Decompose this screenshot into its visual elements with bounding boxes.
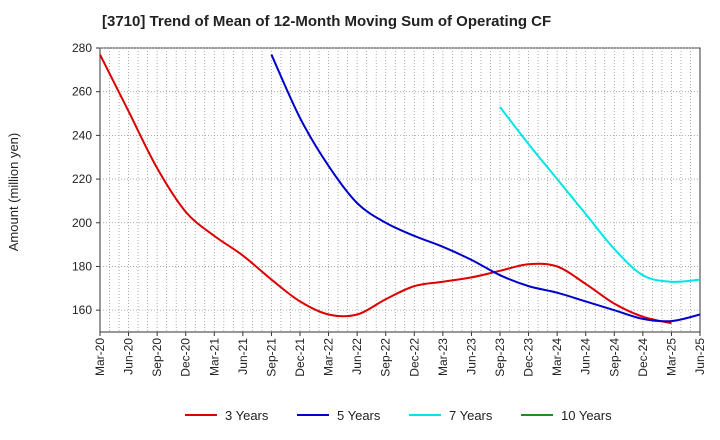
x-axis: Mar-20 Jun-20 Sep-20 Dec-20 Mar-21 Jun-21 Sep-… [93, 332, 707, 377]
y-tick-label: 280 [72, 41, 92, 55]
series-line-5-years [270, 54, 701, 323]
x-tick-label: Mar-24 [550, 338, 564, 376]
x-tick-label: Sep-20 [150, 338, 164, 377]
x-tick-label: Sep-22 [379, 338, 393, 377]
y-tick-label: 260 [72, 85, 92, 99]
x-tick-label: Jun-25 [693, 338, 707, 375]
y-tick-label: 220 [72, 172, 92, 186]
legend-label: 10 Years [561, 408, 612, 423]
chart-title: [3710] Trend of Mean of 12-Month Moving … [102, 13, 551, 30]
x-tick-label: Mar-23 [436, 338, 450, 376]
series-group [99, 54, 701, 325]
legend-label: 5 Years [337, 408, 381, 423]
x-tick-label: Mar-21 [207, 338, 221, 376]
x-tick-label: Jun-21 [236, 338, 250, 375]
y-tick-label: 180 [72, 259, 92, 273]
x-tick-label: Dec-23 [522, 338, 536, 377]
x-tick-label: Jun-22 [350, 338, 364, 375]
y-tick-label: 160 [72, 303, 92, 317]
x-tick-label: Sep-21 [264, 338, 278, 377]
x-tick-label: Dec-21 [293, 338, 307, 377]
legend: 3 Years 5 Years 7 Years 10 Years [185, 408, 612, 423]
x-tick-label: Mar-22 [322, 338, 336, 376]
x-tick-label: Jun-24 [579, 338, 593, 375]
grid-lines [100, 47, 700, 332]
legend-label: 7 Years [449, 408, 493, 423]
x-tick-label: Jun-23 [464, 338, 478, 375]
legend-label: 3 Years [225, 408, 269, 423]
y-tick-label: 200 [72, 216, 92, 230]
x-tick-label: Dec-24 [636, 338, 650, 377]
series-line-3-years [99, 54, 672, 325]
x-tick-label: Dec-22 [407, 338, 421, 377]
x-tick-label: Sep-23 [493, 338, 507, 377]
y-axis: 160 180 200 220 240 260 280 [72, 41, 100, 317]
y-tick-label: 240 [72, 128, 92, 142]
x-tick-label: Dec-20 [179, 338, 193, 377]
x-tick-label: Sep-24 [607, 338, 621, 377]
plot-area [99, 47, 701, 333]
x-tick-label: Jun-20 [122, 338, 136, 375]
x-tick-label: Mar-25 [664, 338, 678, 376]
x-tick-label: Mar-20 [93, 338, 107, 376]
series-line-7-years [499, 106, 701, 283]
y-axis-label: Amount (million yen) [6, 133, 21, 252]
